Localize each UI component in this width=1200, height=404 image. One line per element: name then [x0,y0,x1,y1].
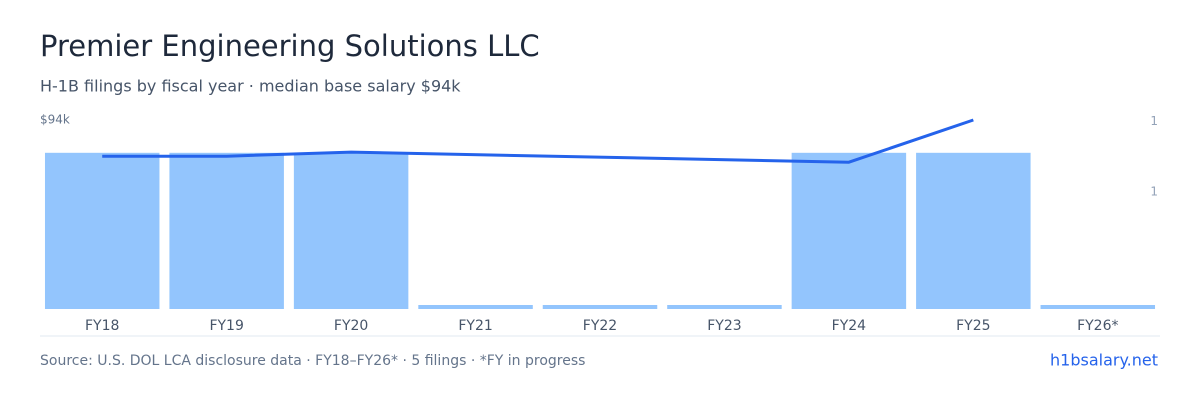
x-tick-label: FY22 [583,318,617,334]
bar [542,305,658,309]
bar [916,152,1031,309]
x-tick-label: FY20 [334,318,368,334]
x-tick-label: FY19 [209,318,243,334]
bar [418,305,533,309]
chart-subtitle: H-1B filings by fiscal year · median bas… [40,77,461,96]
y2-tick-label: 1 [1150,114,1158,128]
x-tick-label: FY25 [956,318,990,334]
x-tick-label: FY21 [458,318,492,334]
bar [293,152,409,309]
bar [1040,305,1156,309]
footer-source: Source: U.S. DOL LCA disclosure data · F… [40,353,585,369]
y-tick-label: $94k [40,113,70,127]
x-tick-label: FY23 [707,318,741,334]
site-link[interactable]: h1bsalary.net [1050,351,1158,370]
y2-tick-label: 1 [1150,184,1158,198]
x-tick-label: FY26* [1077,318,1118,334]
x-tick-label: FY18 [85,318,119,334]
bar [169,152,284,309]
salary-line [102,118,974,164]
chart-title: Premier Engineering Solutions LLC [40,29,540,63]
bar [667,305,782,309]
bar [44,152,160,309]
x-tick-label: FY24 [832,318,867,334]
bar [791,152,907,309]
